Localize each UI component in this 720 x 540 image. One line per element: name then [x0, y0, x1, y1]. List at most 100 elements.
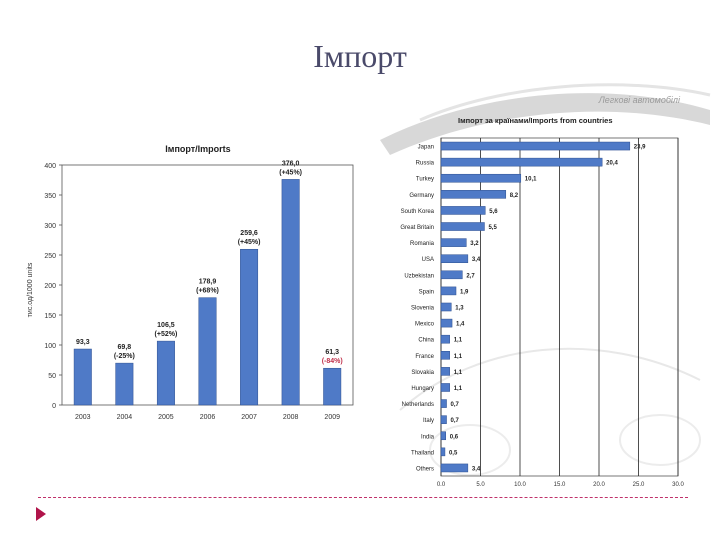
bar	[198, 297, 217, 406]
change-label: (+45%)	[238, 239, 261, 246]
x-tick-label: 15.0	[554, 482, 566, 488]
data-label: 1,1	[454, 386, 463, 392]
data-label: 1,3	[455, 306, 464, 312]
imports-by-country-chart: Імпорт за країнами/Imports from countrie…	[400, 116, 684, 488]
change-label: (-84%)	[322, 358, 343, 365]
data-label: 0,7	[451, 402, 460, 408]
bar-chart-ylabel: тис.од/1000 units	[27, 262, 34, 317]
next-arrow-icon[interactable]	[36, 507, 46, 521]
data-label: 61,3	[325, 349, 339, 356]
y-tick-label: 50	[48, 373, 56, 380]
x-tick-label: 2008	[283, 414, 299, 421]
category-label: Slovakia	[411, 370, 434, 376]
bar	[440, 238, 467, 247]
bar	[240, 248, 259, 406]
category-label: Spain	[419, 289, 434, 295]
data-label: 8,2	[510, 193, 519, 199]
category-label: Romania	[410, 241, 435, 247]
x-tick-label: 2003	[75, 414, 91, 421]
x-tick-label: 2007	[241, 414, 257, 421]
data-label: 10,1	[525, 177, 537, 183]
bar	[156, 340, 175, 406]
bar	[440, 190, 507, 199]
category-label: China	[418, 338, 434, 344]
y-tick-label: 400	[44, 163, 56, 170]
change-label: (-25%)	[114, 353, 135, 360]
bar	[440, 173, 522, 183]
bar	[440, 270, 463, 280]
slide-title: Імпорт	[313, 38, 407, 74]
category-label: Uzbekistan	[404, 273, 434, 279]
bar	[440, 302, 452, 312]
category-label: South Korea	[401, 209, 435, 215]
data-label: 1,1	[454, 338, 463, 344]
category-label: Germany	[409, 193, 434, 199]
imports-by-year-chart: Імпорт/Imports тис.од/1000 units 0 50 100 1…	[27, 144, 354, 421]
data-label: 2,7	[466, 273, 475, 279]
bar	[440, 206, 486, 215]
bar	[440, 157, 603, 167]
x-tick-label: 2006	[200, 414, 216, 421]
data-label: 5,6	[489, 209, 498, 215]
bar	[281, 179, 300, 406]
data-label: 69,8	[118, 344, 132, 351]
data-label: 0,5	[449, 450, 458, 456]
data-label: 1,1	[454, 370, 463, 376]
y-tick-label: 150	[44, 313, 56, 320]
category-label: Slovenia	[411, 306, 435, 312]
x-tick-label: 20.0	[593, 482, 605, 488]
hbar-chart-title: Імпорт за країнами/Imports from countrie…	[458, 116, 613, 125]
bar	[440, 254, 469, 263]
data-label: 3,2	[470, 241, 479, 247]
category-label: USA	[422, 257, 434, 263]
change-label: (+68%)	[196, 288, 219, 295]
data-label: 178,9	[199, 279, 217, 286]
bar	[440, 399, 447, 408]
data-label: 20,4	[606, 161, 618, 167]
y-tick-label: 200	[44, 283, 56, 290]
bar	[440, 222, 485, 231]
change-label: (+52%)	[155, 331, 178, 338]
bar	[440, 415, 447, 424]
category-label: Turkey	[416, 177, 434, 183]
data-label: 0,6	[450, 434, 459, 440]
bar	[73, 348, 92, 406]
y-tick-label: 0	[52, 403, 56, 410]
change-label: (+45%)	[279, 169, 302, 176]
data-label: 3,4	[472, 257, 481, 263]
category-label: India	[421, 434, 435, 440]
category-label: Japan	[418, 145, 434, 151]
category-label: Thailand	[411, 450, 434, 456]
bar	[440, 141, 631, 151]
bar	[440, 351, 450, 360]
y-tick-label: 100	[44, 343, 56, 350]
bar	[440, 318, 453, 328]
category-label: Italy	[423, 418, 434, 424]
data-label: 259,6	[240, 230, 258, 237]
car-watermark-decoration	[380, 83, 711, 476]
x-tick-label: 0.0	[437, 482, 446, 488]
data-label: 93,3	[76, 339, 90, 346]
bar	[440, 431, 446, 441]
bar	[440, 286, 457, 296]
y-tick-label: 350	[44, 193, 56, 200]
bar	[323, 367, 342, 406]
category-label: Mexico	[415, 322, 435, 328]
brand-caption: Легкові автомобілі	[598, 95, 680, 105]
data-label: 1,1	[454, 354, 463, 360]
bar	[440, 367, 450, 376]
x-tick-label: 5.0	[476, 482, 485, 488]
data-label: 106,5	[157, 322, 175, 329]
category-label: Netherlands	[402, 402, 434, 408]
bar	[440, 463, 469, 473]
x-tick-label: 2009	[324, 414, 340, 421]
bar	[440, 447, 446, 457]
bar	[440, 334, 450, 344]
x-tick-label: 10.0	[514, 482, 526, 488]
x-tick-label: 30.0	[672, 482, 684, 488]
category-label: Great Britain	[400, 225, 434, 231]
category-label: Hungary	[411, 386, 434, 392]
category-label: France	[415, 354, 434, 360]
data-label: 0,7	[451, 418, 460, 424]
data-label: 3,4	[472, 466, 481, 472]
